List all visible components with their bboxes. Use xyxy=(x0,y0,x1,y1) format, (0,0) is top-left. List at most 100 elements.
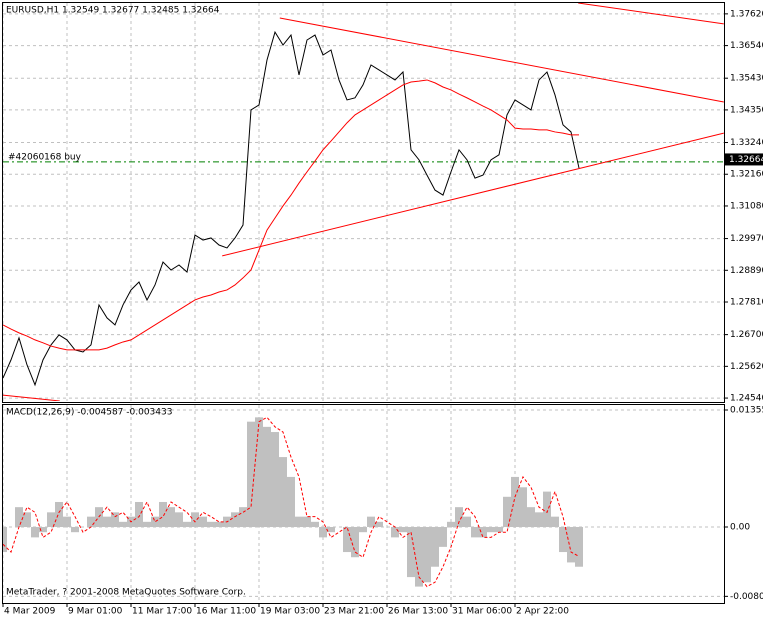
macd-bar xyxy=(15,507,23,528)
macd-bar xyxy=(487,527,495,533)
macd-bar xyxy=(119,521,127,528)
trendline xyxy=(3,394,60,401)
macd-bar xyxy=(455,507,463,528)
macd-bar xyxy=(279,457,287,528)
macd-bar xyxy=(55,501,63,528)
macd-plot xyxy=(3,416,583,588)
macd-bar xyxy=(31,527,39,538)
price-frame xyxy=(2,2,725,403)
copyright: MetaTrader, ? 2001-2008 MetaQuotes Softw… xyxy=(6,588,246,598)
y-tick-label: 1.25620 xyxy=(730,362,763,372)
macd-bar xyxy=(567,527,575,563)
order-label: #42060168 buy xyxy=(8,153,82,163)
trendline xyxy=(279,17,724,103)
chart-title: EURUSD,H1 1.32549 1.32677 1.32485 1.3266… xyxy=(6,6,220,16)
macd-bar xyxy=(511,476,519,528)
macd-bar xyxy=(575,527,583,567)
macd-bar xyxy=(63,516,71,528)
macd-bar xyxy=(39,527,47,533)
y-tick-label: 1.29970 xyxy=(730,234,763,244)
macd-bar xyxy=(479,527,487,538)
x-tick-label: 16 Mar 11:00 xyxy=(196,607,256,617)
y-tick-label: 1.28890 xyxy=(730,266,763,276)
macd-title: MACD(12,26,9) -0.004587 -0.003433 xyxy=(6,408,172,418)
macd-bar xyxy=(175,512,183,528)
ma-line xyxy=(3,79,579,351)
x-tick-label: 26 Mar 13:00 xyxy=(388,607,448,617)
y-tick-label: 0.00 xyxy=(730,523,750,533)
macd-bar xyxy=(391,527,399,538)
x-tick-label: 11 Mar 17:00 xyxy=(132,607,192,617)
macd-bar xyxy=(351,527,359,558)
y-tick-label: -0.008029 xyxy=(730,592,763,602)
y-tick-label: 1.26700 xyxy=(730,330,763,340)
macd-bar xyxy=(495,527,503,533)
macd-bar xyxy=(287,476,295,528)
macd-bar xyxy=(135,501,143,528)
macd-bar xyxy=(183,521,191,528)
macd-bar xyxy=(543,491,551,528)
current-price-box xyxy=(725,153,763,166)
macd-bar xyxy=(343,527,351,553)
macd-bar xyxy=(375,521,383,528)
macd-frame xyxy=(2,404,725,604)
macd-bar xyxy=(303,516,311,528)
axes xyxy=(2,2,725,604)
trendline xyxy=(578,3,724,25)
current-price-label: 1.32664 xyxy=(729,155,763,165)
y-tick-label: 1.36540 xyxy=(730,41,763,51)
price-plot xyxy=(3,3,724,401)
macd-bar xyxy=(431,527,439,567)
macd-bar xyxy=(111,512,119,528)
macd-bar xyxy=(231,512,239,528)
y-tick-label: 0.013552 xyxy=(730,405,763,415)
signal-line xyxy=(3,416,580,588)
macd-bar xyxy=(311,521,319,528)
macd-bar xyxy=(359,527,367,533)
macd-bar xyxy=(503,496,511,528)
macd-bar xyxy=(367,516,375,528)
macd-bar xyxy=(215,521,223,528)
macd-bar xyxy=(87,516,95,528)
x-tick-label: 23 Mar 21:00 xyxy=(324,607,384,617)
y-tick-label: 1.35430 xyxy=(730,74,763,84)
macd-bar xyxy=(199,516,207,528)
macd-bar xyxy=(239,507,247,528)
macd-bar xyxy=(447,521,455,528)
macd-bar xyxy=(247,421,255,528)
macd-bar xyxy=(23,512,31,528)
y-tick-label: 1.34350 xyxy=(730,105,763,115)
y-tick-label: 1.33240 xyxy=(730,138,763,148)
macd-bar xyxy=(407,527,415,578)
x-tick-label: 2 Apr 22:00 xyxy=(516,607,569,617)
macd-bar xyxy=(271,432,279,528)
macd-bar xyxy=(103,516,111,528)
x-tick-label: 4 Mar 2009 xyxy=(4,607,56,617)
price-line xyxy=(3,30,580,387)
macd-bar xyxy=(207,521,215,528)
macd-bar xyxy=(399,527,407,533)
x-tick-label: 31 Mar 06:00 xyxy=(452,607,512,617)
macd-bar xyxy=(551,516,559,528)
macd-bar xyxy=(471,527,479,538)
macd-bar xyxy=(295,516,303,528)
macd-bar xyxy=(527,507,535,528)
macd-bar xyxy=(151,516,159,528)
grid-top xyxy=(2,3,724,401)
y-tick-label: 1.37620 xyxy=(730,9,763,19)
macd-bar xyxy=(3,527,7,553)
y-tick-label: 1.27810 xyxy=(730,298,763,308)
macd-bar xyxy=(159,501,167,528)
macd-bar xyxy=(71,527,79,533)
macd-bar xyxy=(559,527,567,553)
x-tick-label: 9 Mar 01:00 xyxy=(68,607,123,617)
macd-bar xyxy=(415,527,423,587)
y-tick-label: 1.32160 xyxy=(730,170,763,180)
x-tick-label: 19 Mar 03:00 xyxy=(260,607,320,617)
macd-bar xyxy=(263,426,271,528)
macd-bar xyxy=(535,512,543,528)
macd-bar xyxy=(423,527,431,583)
